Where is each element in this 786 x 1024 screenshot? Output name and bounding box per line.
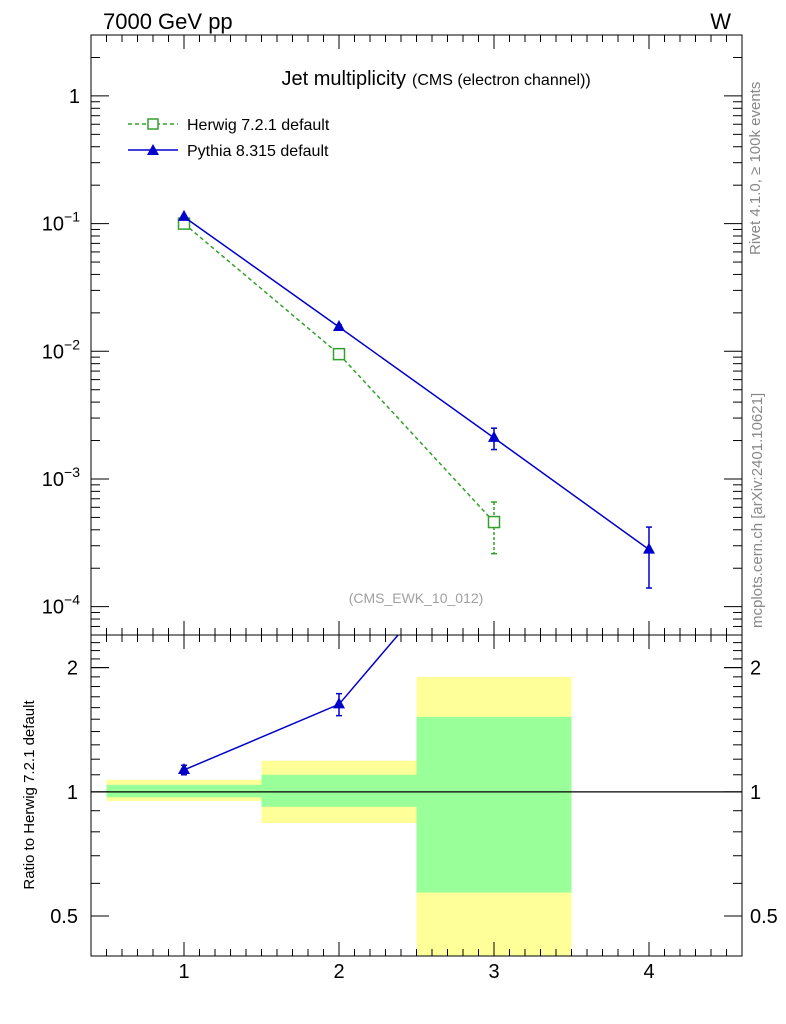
data-point-pythia (643, 542, 655, 554)
main-y-tick-labels: 1 10−1 10−2 10−3 10−4 (42, 86, 80, 619)
y-tick-label: 10−2 (42, 336, 80, 363)
ratio-band-inner (416, 716, 572, 893)
main-plot-panel: 1 10−1 10−2 10−3 10−4 Jet multiplicity (CMS … (42, 34, 743, 636)
x-tick-label: 4 (643, 961, 654, 983)
ratio-band-inner (261, 774, 417, 807)
chart-title: Jet multiplicity (282, 68, 406, 90)
ratio-y-tick-label-right: 0.5 (750, 906, 778, 928)
process-label: W (710, 9, 731, 34)
ratio-y-tick-label-right: 1 (750, 782, 761, 804)
y-tick-label: 10−4 (42, 592, 80, 619)
data-point-herwig (332, 347, 346, 361)
legend-pythia-marker (147, 144, 159, 155)
y-tick-label: 1 (69, 86, 80, 108)
x-tick-label: 2 (333, 961, 344, 983)
ratio-y-tick-label-left: 1 (67, 782, 78, 804)
legend-entry-pythia: Pythia 8.315 default (128, 143, 329, 160)
ratio-y-tick-label-left: 0.5 (50, 906, 78, 928)
ratio-uncertainty-bands (106, 676, 572, 956)
ratio-tick-labels: 0.5 0.5 1 1 2 2 1 2 3 4 (50, 658, 778, 983)
y-tick-label: 10−1 (42, 209, 80, 236)
x-tick-label: 1 (178, 961, 189, 983)
ratio-data-point (333, 697, 345, 709)
ratio-frame (90, 634, 743, 957)
analysis-watermark: (CMS_EWK_10_012) (349, 590, 484, 606)
series-line-1 (183, 216, 650, 551)
ratio-y-tick-label-left: 2 (67, 658, 78, 680)
legend: Herwig 7.2.1 default Pythia 8.315 defaul… (128, 117, 330, 160)
side-label-mcplots: mcplots.cern.ch [arXiv:2401.10621] (749, 393, 766, 628)
chart-subtitle: (CMS (electron channel)) (412, 72, 591, 89)
legend-herwig-label: Herwig 7.2.1 default (187, 117, 330, 134)
main-series-layer (177, 209, 655, 589)
side-label-rivet: Rivet 4.1.0, ≥ 100k events (747, 82, 764, 255)
legend-pythia-label: Pythia 8.315 default (187, 143, 329, 160)
energy-label: 7000 GeV pp (103, 9, 233, 34)
ratio-y-axis-label: Ratio to Herwig 7.2.1 default (21, 700, 38, 890)
ratio-plot-panel: 0.5 0.5 1 1 2 2 1 2 3 4 Ratio to Herwig 7.2.1 def… (21, 634, 778, 983)
y-tick-label: 10−3 (42, 464, 80, 491)
series-line-0 (183, 223, 495, 523)
legend-entry-herwig: Herwig 7.2.1 default (128, 117, 330, 134)
ratio-band-inner (106, 784, 262, 798)
data-point-herwig (487, 515, 501, 529)
x-tick-label: 3 (488, 961, 499, 983)
ratio-data-point (178, 762, 190, 774)
ratio-axis-ticks (91, 634, 742, 957)
main-axis-ticks (91, 34, 742, 636)
data-point-pythia (333, 319, 345, 331)
data-point-pythia (488, 430, 500, 442)
data-point-pythia (178, 209, 190, 221)
legend-herwig-marker (147, 118, 159, 130)
ratio-y-tick-label-right: 2 (750, 658, 761, 680)
ratio-series-layer (178, 635, 400, 776)
